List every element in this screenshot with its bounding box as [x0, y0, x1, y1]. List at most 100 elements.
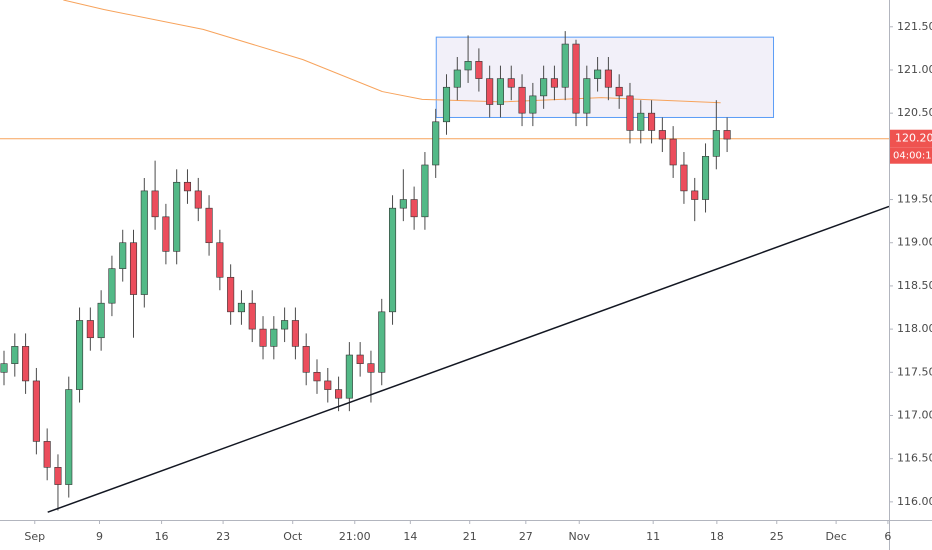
candle-body [410, 199, 418, 218]
moving-average [63, 0, 721, 104]
x-tick-label: 14 [403, 530, 417, 543]
y-tick-label: 119.500 [897, 193, 932, 206]
candle-body [486, 78, 494, 105]
candle-body [32, 380, 40, 442]
candle-body [129, 242, 138, 295]
candle-body [302, 346, 310, 373]
candle-body [162, 216, 170, 252]
candle-body [453, 69, 461, 88]
candle-body [432, 121, 440, 166]
candle-body [507, 78, 515, 88]
candle-body [388, 207, 397, 313]
candle-body [22, 346, 30, 382]
candle-body [248, 302, 256, 330]
candle-body [464, 61, 472, 71]
candle-body [583, 78, 591, 114]
candle-body [151, 190, 159, 218]
y-tick-label: 120.500 [897, 106, 932, 119]
countdown-box [890, 147, 932, 164]
x-tick-label: 27 [519, 530, 533, 543]
candle-body [173, 181, 181, 252]
candle-body [356, 354, 364, 364]
candle-body [442, 86, 451, 123]
candle-body [259, 328, 267, 347]
candle-body [691, 190, 699, 200]
x-tick-label: 11 [646, 530, 660, 543]
x-tick-label: 25 [770, 530, 784, 543]
candle-body [345, 354, 353, 399]
candle-body [65, 389, 73, 485]
y-tick-label: 121.000 [897, 63, 932, 76]
x-tick-label: 21 [463, 530, 477, 543]
y-tick-label: 118.000 [897, 322, 932, 335]
candle-body [669, 138, 677, 166]
candle-body [119, 242, 127, 269]
y-tick-label: 117.000 [897, 408, 932, 421]
trend-line [47, 205, 890, 513]
candle-body [313, 371, 321, 382]
candle-body [529, 95, 537, 114]
candle-body [658, 130, 666, 140]
candle-body [227, 276, 235, 313]
candle-body [97, 302, 105, 339]
candle-body [594, 69, 602, 79]
x-tick-label: 6 [884, 530, 891, 543]
last-price-label: 120.204 [895, 132, 932, 145]
y-tick-label: 118.500 [897, 279, 932, 292]
candle-body [205, 207, 213, 244]
candle-body [43, 441, 51, 468]
candle-body [335, 389, 343, 399]
candle-body [291, 320, 299, 347]
candle-body [496, 78, 505, 105]
x-tick-label: 9 [96, 530, 103, 543]
candle-body [86, 320, 94, 339]
candle-body [421, 164, 429, 218]
candle-body [701, 156, 710, 200]
candle-body [637, 112, 645, 131]
candle-body [561, 43, 569, 88]
x-tick-label: Nov [569, 530, 591, 543]
x-tick-label: 21:00 [339, 530, 371, 543]
candle-body [475, 61, 483, 79]
candle-body [194, 190, 202, 209]
y-tick-label: 116.500 [897, 452, 932, 465]
candle-body [367, 363, 375, 373]
candle-body [0, 363, 8, 373]
x-tick-label: Sep [24, 530, 45, 543]
candle-body [11, 346, 19, 364]
x-tick-label: Oct [283, 530, 303, 543]
x-tick-label: 23 [216, 530, 230, 543]
candle-body [108, 268, 116, 304]
candle-body [626, 95, 634, 131]
candle-body [604, 69, 612, 88]
candle-body [550, 78, 558, 88]
plot-area [0, 0, 890, 513]
candle-body [270, 328, 278, 347]
candle-body [399, 199, 407, 209]
candle-body [712, 130, 720, 157]
candle-body [540, 78, 548, 97]
candle-body [237, 302, 245, 313]
candle-body [648, 112, 656, 131]
x-tick-label: 18 [710, 530, 724, 543]
x-tick-label: 16 [155, 530, 169, 543]
candle-body [140, 190, 148, 295]
candle-body [76, 320, 84, 390]
candle-body [723, 130, 731, 140]
candle-body [54, 467, 62, 485]
candle-body [324, 380, 332, 390]
candle-body [183, 181, 192, 192]
y-tick-label: 117.500 [897, 365, 932, 378]
candle-body [518, 86, 526, 114]
last-price-box [890, 129, 932, 148]
candle-body [378, 311, 386, 373]
x-tick-label: Dec [825, 530, 846, 543]
candle-body [216, 242, 224, 278]
y-tick-label: 121.500 [897, 20, 932, 33]
candle-body [615, 86, 623, 97]
candle-body [572, 43, 580, 114]
y-tick-label: 119.000 [897, 236, 932, 249]
countdown-label: 04:00:17 [893, 151, 932, 162]
candle-body [680, 164, 688, 192]
